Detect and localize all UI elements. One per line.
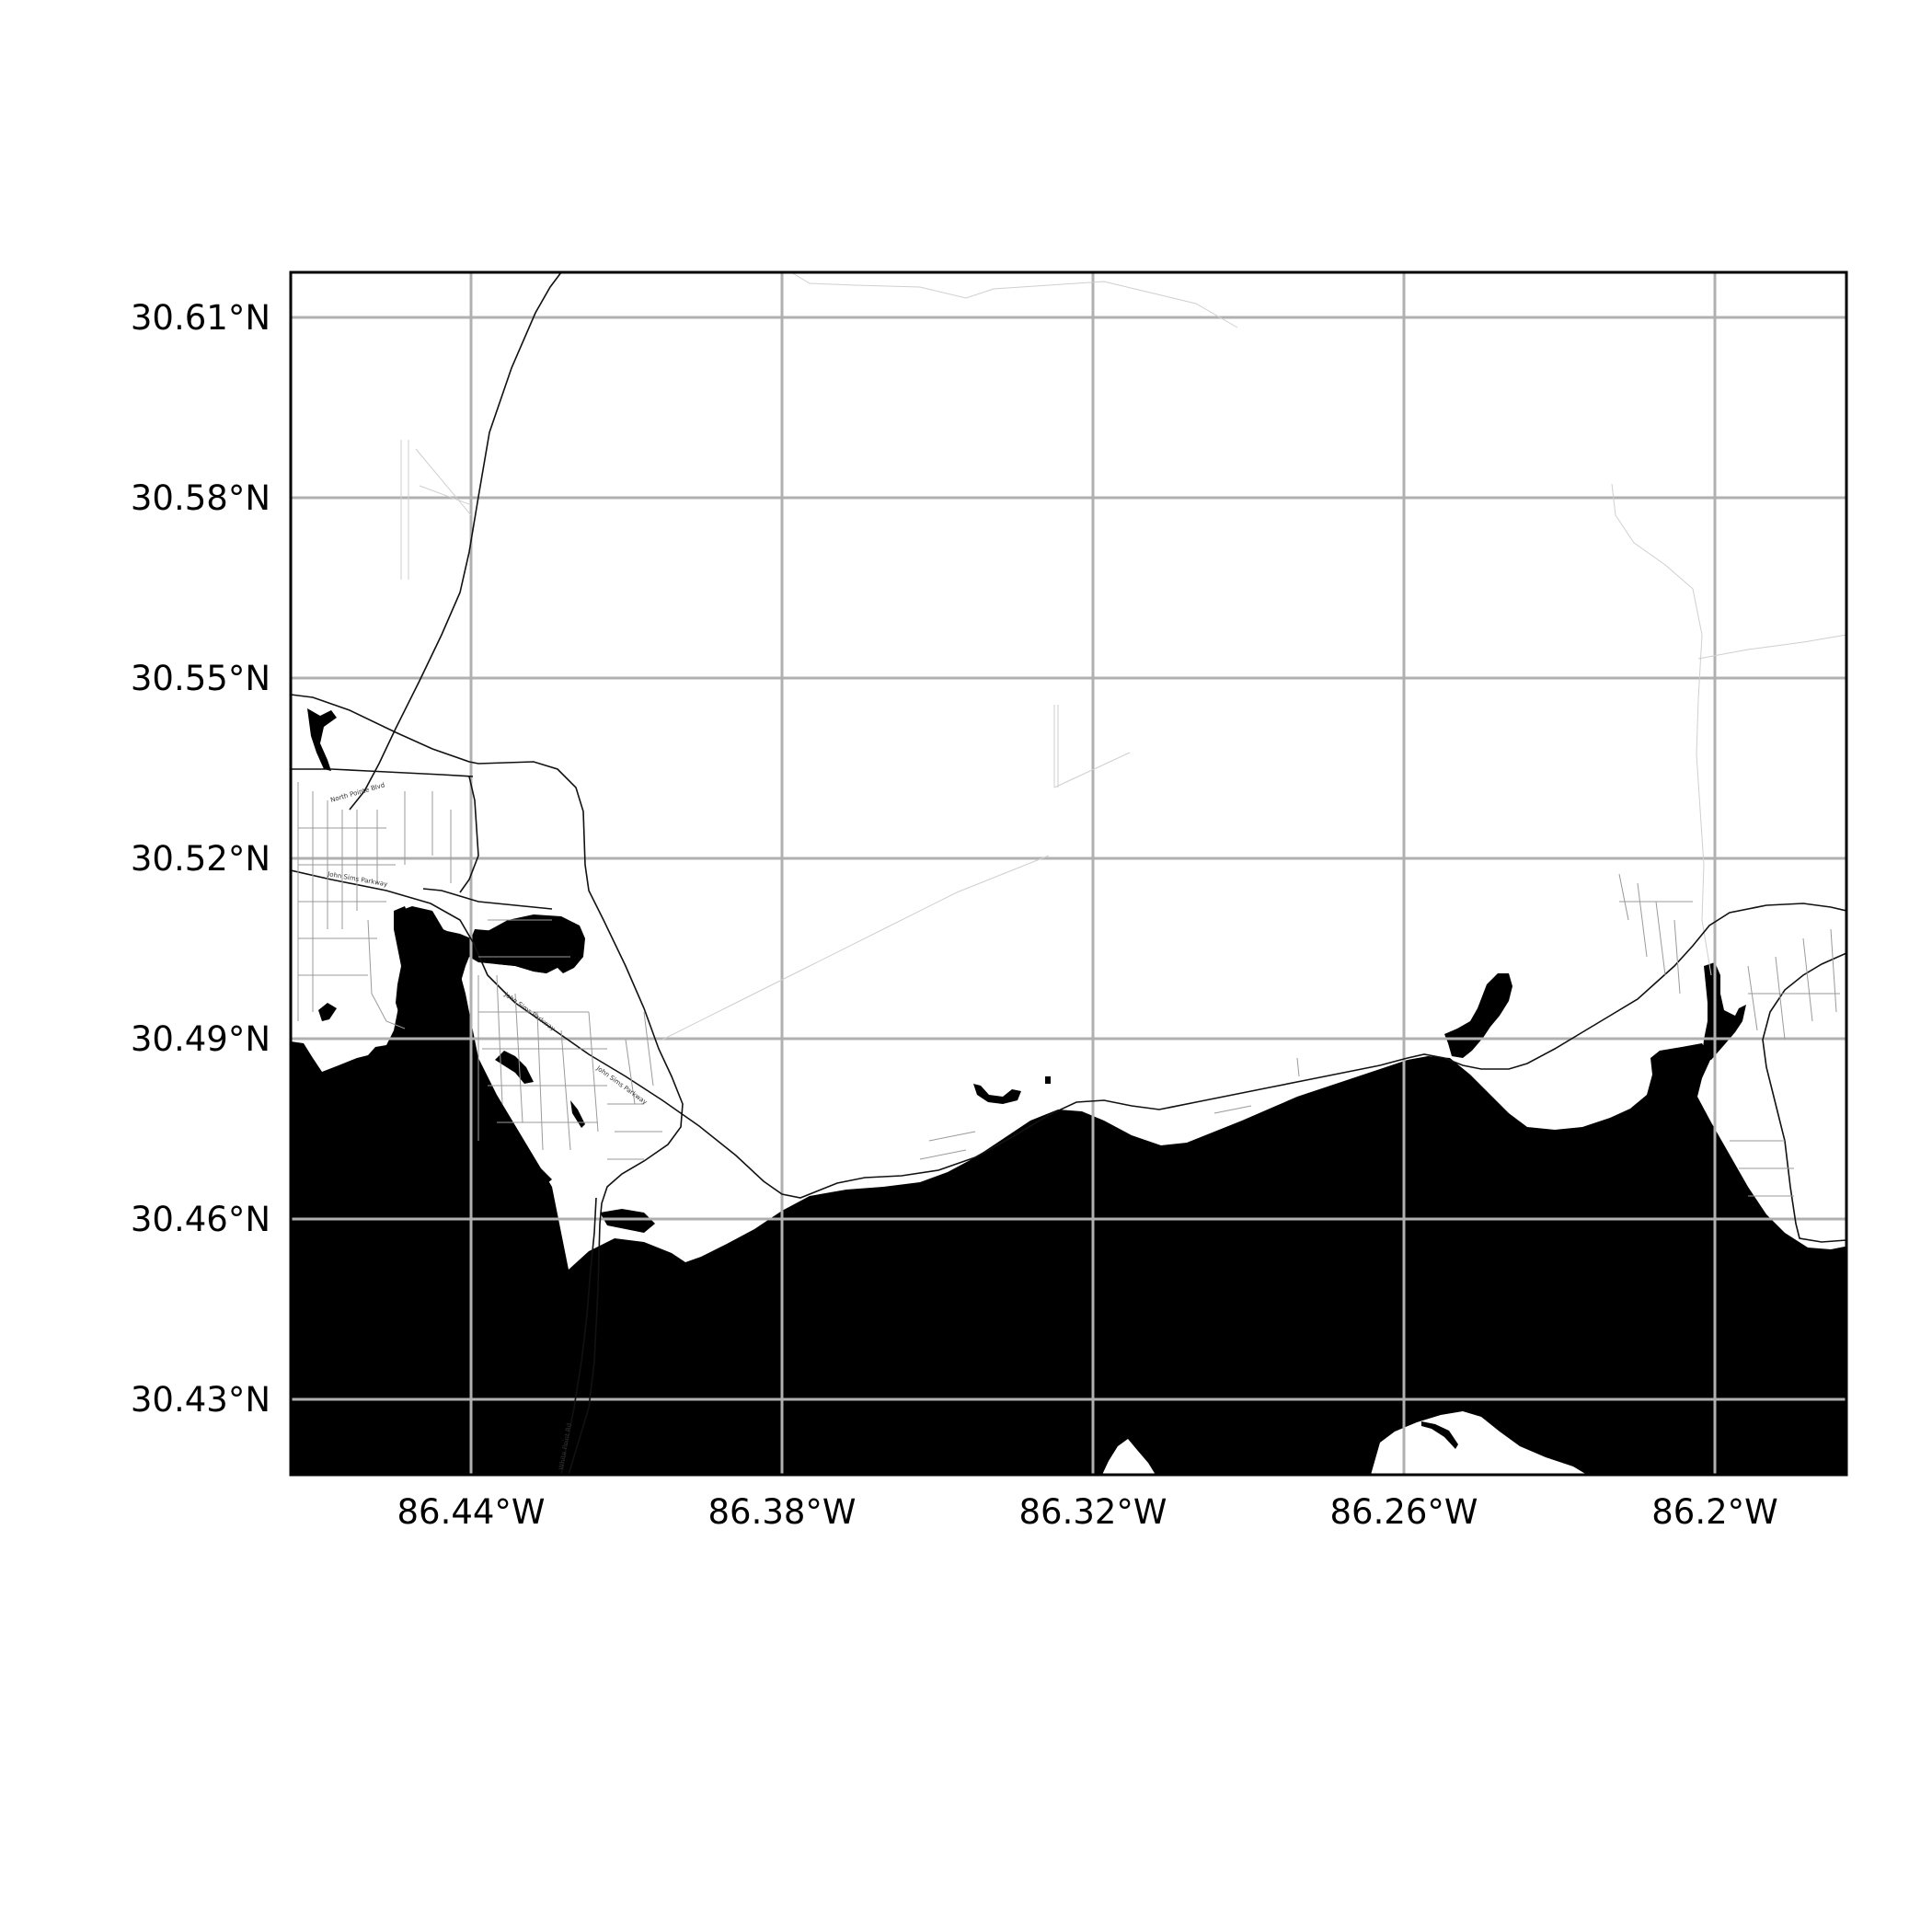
road-north-faint <box>790 272 1238 328</box>
neighborhood-southwest-streets <box>607 1011 662 1160</box>
road-west-lateral <box>291 768 474 777</box>
neighborhood-west-streets <box>297 782 452 1029</box>
longitude-labels: 86.44°W 86.38°W 86.32°W 86.26°W 86.2°W <box>397 1492 1777 1532</box>
inlet-tail-c <box>570 1100 585 1128</box>
lat-label-30.55: 30.55°N <box>131 659 270 698</box>
lat-label-30.49: 30.49°N <box>131 1019 270 1059</box>
creek-mid <box>973 1084 1021 1104</box>
neighborhood-central-streets <box>477 919 607 1151</box>
lat-label-30.52: 30.52°N <box>131 839 270 879</box>
road-label-john-sims-b: John Sims Parkway <box>502 991 557 1033</box>
road-diagonal-faint <box>661 855 1050 1041</box>
neighborhood-east-streets <box>1618 873 1840 1197</box>
airfield-runway-central <box>1053 705 1131 788</box>
john-sims-parkway <box>291 869 1846 1199</box>
road-causeway-bridge <box>560 1197 597 1475</box>
road-east-faint <box>1697 634 1846 660</box>
road-east-loop <box>1762 952 1846 1243</box>
shoreline-roads-mid <box>919 1057 1300 1160</box>
bayou-lake-north <box>475 924 583 973</box>
latitude-labels: 30.61°N 30.58°N 30.55°N 30.52°N 30.49°N … <box>131 298 270 1420</box>
lat-label-30.46: 30.46°N <box>131 1200 270 1239</box>
lat-label-30.43: 30.43°N <box>131 1380 270 1420</box>
lat-label-30.61: 30.61°N <box>131 298 270 338</box>
map-frame <box>289 270 1848 1477</box>
map-content: North Pointe Blvd John Sims Parkway John… <box>291 272 1846 1475</box>
choctawhatchee-bay-water <box>291 906 1846 1475</box>
inlet-tail-d <box>524 1168 552 1187</box>
lon-label-86.32: 86.32°W <box>1018 1492 1167 1532</box>
airfield-runway-west <box>400 440 472 580</box>
island-creek <box>1421 1421 1458 1449</box>
small-pond-mid <box>1045 1076 1051 1084</box>
inlet-tail-b <box>495 1051 534 1084</box>
lat-label-30.58: 30.58°N <box>131 478 270 518</box>
lon-label-86.44: 86.44°W <box>397 1492 545 1532</box>
bayou-far-east <box>1702 962 1746 1060</box>
island-south-b <box>1371 1411 1587 1475</box>
inlet-southeast-small <box>600 1209 655 1233</box>
island-south-a <box>1102 1439 1156 1475</box>
road-northeast-faint <box>1611 483 1712 976</box>
lon-label-86.2: 86.2°W <box>1651 1492 1777 1532</box>
bayou-west-upper <box>307 708 337 771</box>
bayou-east <box>1444 973 1512 1058</box>
highway-north <box>349 272 562 811</box>
lon-label-86.26: 86.26°W <box>1329 1492 1478 1532</box>
lon-label-86.38: 86.38°W <box>707 1492 856 1532</box>
road-loop <box>291 694 684 1475</box>
inlet-tail-a <box>318 1003 337 1021</box>
road-inner-west <box>422 776 553 910</box>
